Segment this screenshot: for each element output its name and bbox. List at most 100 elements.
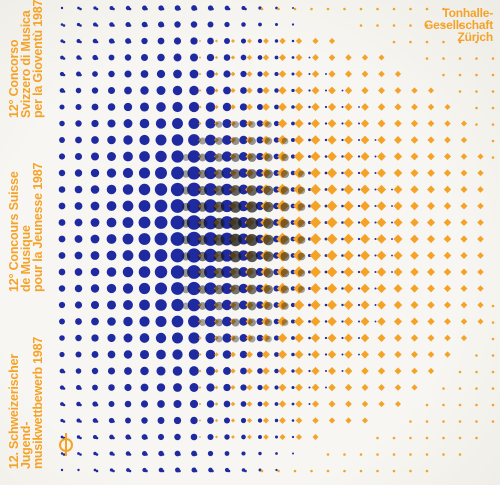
orange-diamond (262, 383, 270, 392)
orange-diamond (246, 54, 253, 61)
blue-dot (122, 266, 134, 278)
blue-dot (357, 320, 361, 323)
edge-dot (458, 24, 462, 27)
edge-dot (475, 73, 478, 77)
overlap-dot (265, 335, 272, 343)
edge-dot (161, 453, 165, 456)
orange-diamond (295, 433, 303, 441)
blue-dot (138, 266, 151, 278)
orange-diamond (198, 435, 202, 439)
blue-dot (290, 253, 296, 258)
blue-dot (324, 105, 328, 109)
overlap-dot (197, 235, 208, 245)
overlap-dot (197, 218, 208, 229)
blue-dot (107, 119, 116, 128)
orange-diamond (245, 119, 254, 128)
orange-diamond (377, 367, 386, 375)
blue-dot (187, 166, 201, 180)
orange-diamond (411, 87, 418, 94)
edge-dot (310, 7, 313, 11)
orange-diamond (230, 104, 236, 110)
blue-dot (157, 37, 165, 45)
blue-dot (123, 102, 133, 112)
orange-diamond (443, 169, 452, 177)
blue-dot (140, 70, 149, 78)
orange-diamond (295, 54, 303, 61)
edge-dot (194, 453, 198, 456)
orange-diamond (344, 367, 353, 375)
blue-dot (291, 385, 295, 390)
edge-dot (409, 7, 412, 11)
blue-dot (240, 38, 247, 44)
blue-dot (206, 366, 215, 376)
orange-diamond (198, 303, 202, 307)
edge-dot (376, 7, 379, 11)
edge-dot (95, 420, 99, 423)
overlap-dot (214, 301, 224, 311)
edge-dot (442, 436, 445, 440)
blue-dot (341, 122, 344, 125)
blue-dot (106, 234, 117, 244)
orange-diamond (477, 153, 484, 160)
orange-diamond (477, 285, 484, 292)
edge-dot (79, 453, 82, 456)
blue-dot (93, 468, 97, 472)
orange-diamond (427, 351, 435, 358)
orange-diamond (326, 299, 338, 311)
blue-dot (308, 336, 311, 340)
overlap-dot (197, 202, 208, 212)
edge-dot (145, 436, 148, 440)
edge-dot (442, 57, 445, 60)
blue-dot (374, 287, 377, 290)
overlap-dot (246, 201, 258, 213)
blue-dot (90, 300, 100, 310)
blue-dot (58, 235, 66, 243)
blue-dot (241, 451, 246, 456)
orange-diamond (295, 37, 303, 45)
edge-dot (491, 156, 495, 159)
edge-dot (475, 403, 478, 407)
blue-dot (173, 383, 182, 392)
blue-dot (223, 54, 231, 61)
blue-dot (274, 71, 279, 77)
orange-diamond (277, 151, 288, 162)
orange-diamond (394, 367, 402, 375)
edge-dot (293, 469, 297, 473)
blue-dot (90, 185, 100, 194)
orange-diamond (214, 335, 219, 341)
blue-dot (124, 400, 132, 408)
edge-dot (310, 469, 313, 473)
blue-dot (59, 137, 65, 143)
blue-dot (207, 450, 214, 457)
orange-diamond (361, 367, 369, 375)
blue-dot (255, 185, 265, 194)
edge-dot (425, 57, 429, 60)
blue-dot (123, 316, 133, 327)
blue-dot (204, 282, 217, 295)
overlap-dot (215, 318, 223, 327)
blue-dot (59, 318, 65, 325)
orange-diamond (411, 384, 418, 391)
blue-dot (291, 402, 295, 406)
orange-diamond (377, 135, 386, 145)
blue-dot (156, 349, 166, 360)
blue-dot (292, 7, 294, 9)
blue-dot (308, 171, 311, 175)
orange-diamond (343, 200, 354, 212)
orange-diamond (279, 54, 286, 61)
orange-diamond (328, 37, 336, 45)
orange-diamond (345, 54, 352, 61)
orange-diamond (460, 251, 468, 260)
orange-diamond (344, 119, 353, 128)
edge-dot (376, 436, 379, 440)
blue-dot (155, 134, 167, 146)
overlap-dot (264, 137, 273, 145)
edge-dot (491, 73, 495, 77)
blue-dot (391, 221, 393, 224)
orange-diamond (361, 383, 369, 392)
orange-diamond (410, 136, 419, 144)
blue-dot (141, 37, 148, 45)
orange-diamond (345, 400, 352, 408)
blue-dot (291, 336, 295, 340)
blue-dot (307, 220, 312, 225)
